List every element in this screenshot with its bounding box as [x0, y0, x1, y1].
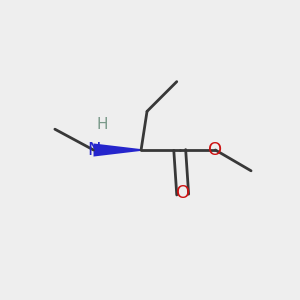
Text: N: N	[87, 141, 100, 159]
Polygon shape	[94, 143, 141, 157]
Text: H: H	[97, 117, 108, 132]
Text: O: O	[176, 184, 190, 202]
Text: O: O	[208, 141, 223, 159]
